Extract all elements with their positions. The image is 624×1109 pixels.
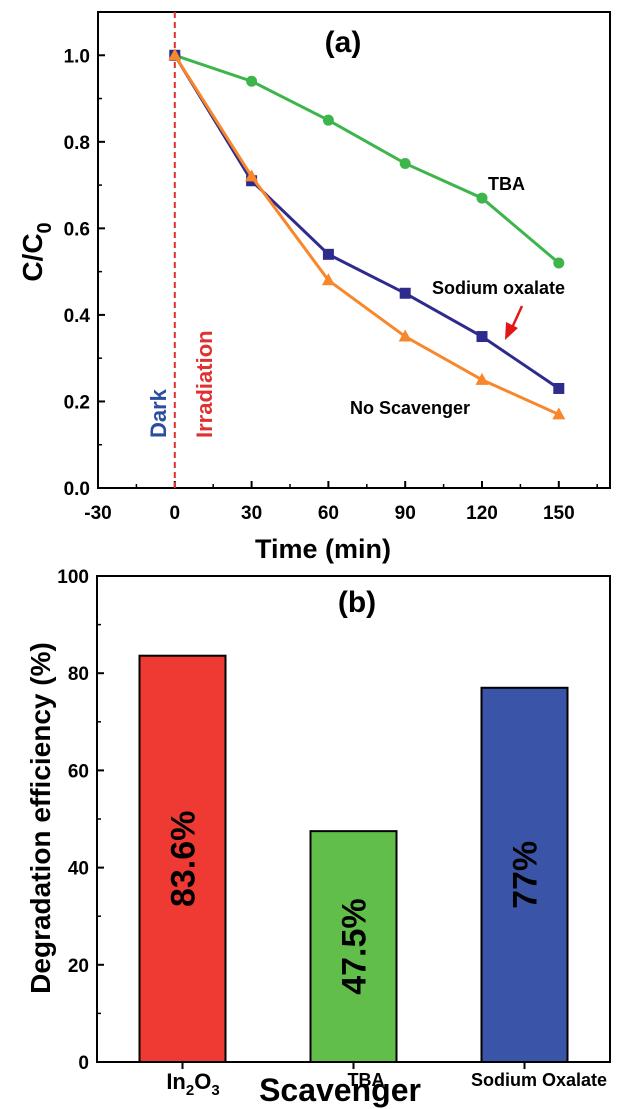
y-tick-label: 1.0 — [64, 46, 90, 67]
in2o3-part-in: In — [166, 1069, 186, 1094]
panel-b-x-ticks — [181, 1062, 526, 1069]
data-point-no-scavenger — [398, 329, 412, 342]
series-line-tba — [174, 53, 560, 265]
y-tick-label: 20 — [68, 956, 89, 977]
series-label-no-scavenger: No Scavenger — [350, 398, 470, 418]
x-tick-label: 120 — [466, 503, 498, 524]
data-point-tba — [553, 257, 565, 269]
data-point-tba — [399, 157, 411, 169]
bar-2 — [480, 686, 569, 1064]
panel-a-frame — [97, 11, 611, 489]
data-point-sodium-oxalate — [322, 248, 334, 260]
x-tick-label: 0 — [170, 503, 181, 524]
bar-1 — [309, 830, 398, 1064]
panel-b-y-axis-label: Degradation efficiency (%) — [25, 642, 56, 994]
panel-b-bars: 83.6% 47.5% 77% — [138, 654, 569, 1064]
y-tick-label: 0.4 — [64, 306, 91, 327]
y-axis-label-main: C/C — [17, 233, 48, 281]
category-label-sodium-oxalate: Sodium Oxalate — [471, 1070, 607, 1090]
series-label-tba: TBA — [488, 174, 525, 194]
in2o3-sub-2: 2 — [186, 1082, 194, 1099]
y-tick-label: 80 — [68, 664, 89, 685]
panel-a-y-axis-label: C/C0 — [17, 222, 56, 281]
data-point-sodium-oxalate — [399, 287, 411, 299]
bar-value-label: 77% — [507, 841, 545, 909]
y-tick-label: 0 — [78, 1053, 89, 1074]
data-point-tba — [246, 75, 258, 87]
category-label-tba: TBA — [348, 1070, 385, 1090]
in2o3-part-o: O — [194, 1069, 211, 1094]
in2o3-sub-3: 3 — [211, 1082, 219, 1099]
bar-0 — [138, 654, 227, 1063]
data-point-no-scavenger — [552, 407, 566, 420]
panel-a: 0.00.20.40.60.81.0 -30 0 30 60 90 120 150 (a) … — [17, 11, 611, 564]
y-tick-label: 0.0 — [64, 479, 90, 500]
y-tick-label: 100 — [57, 567, 89, 588]
y-tick-label: 60 — [68, 761, 89, 782]
y-tick-label: 40 — [68, 859, 89, 880]
data-point-no-scavenger — [321, 273, 335, 286]
panel-a-x-axis-label: Time (min) — [255, 534, 391, 564]
series-label-sodium-oxalate: Sodium oxalate — [432, 278, 565, 298]
y-tick-label: 0.2 — [64, 392, 90, 413]
panel-a-y-ticks: 0.0 0.2 0.4 0.6 0.8 1.0 — [64, 46, 105, 500]
data-point-no-scavenger — [245, 169, 259, 182]
data-point-tba — [322, 114, 334, 126]
x-tick-label: 90 — [395, 503, 416, 524]
x-tick-label: 60 — [318, 503, 339, 524]
panel-b: 0 20 40 60 80 100 83.6% 47.5% 77% (b) Scavenger… — [25, 567, 611, 1108]
x-tick-label: 30 — [241, 503, 262, 524]
data-point-no-scavenger — [475, 372, 489, 385]
y-tick-label: 0.6 — [64, 219, 90, 240]
arrow-head — [505, 322, 518, 340]
irradiation-annotation: Irradiation — [192, 330, 217, 438]
panel-b-label: (b) — [338, 586, 376, 619]
y-axis-label-subscript: 0 — [34, 222, 56, 233]
panel-b-y-ticks: 0 20 40 60 80 100 — [57, 567, 104, 1074]
panel-a-series — [168, 48, 566, 420]
data-point-sodium-oxalate — [553, 382, 565, 394]
dark-annotation: Dark — [146, 388, 171, 438]
sodium-oxalate-arrow — [505, 305, 524, 340]
series-line-no-scavenger — [173, 54, 560, 416]
panel-a-x-ticks: -30 0 30 60 90 120 150 — [84, 481, 598, 524]
data-point-tba — [476, 192, 488, 204]
data-point-no-scavenger — [168, 48, 182, 61]
series-line-sodium-oxalate — [173, 54, 560, 390]
x-tick-label: -30 — [84, 503, 111, 524]
panel-a-label: (a) — [325, 26, 362, 59]
category-label-in2o3: In2O3 — [166, 1069, 219, 1099]
bar-value-label: 47.5% — [336, 898, 374, 994]
data-point-sodium-oxalate — [476, 331, 488, 343]
bar-value-label: 83.6% — [165, 811, 203, 907]
y-tick-label: 0.8 — [64, 133, 90, 154]
x-tick-label: 150 — [543, 503, 575, 524]
panel-b-x-axis-label: Scavenger — [259, 1072, 421, 1108]
